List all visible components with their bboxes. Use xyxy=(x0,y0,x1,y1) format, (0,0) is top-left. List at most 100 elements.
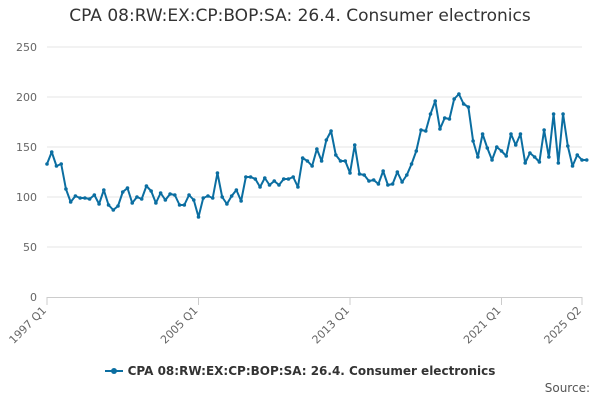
data-point xyxy=(551,112,556,116)
source-label: Source: xyxy=(544,381,590,395)
data-point xyxy=(324,138,329,142)
legend-swatch-icon xyxy=(104,366,123,376)
data-point xyxy=(338,159,343,163)
data-point xyxy=(433,99,438,103)
data-point xyxy=(371,178,376,182)
data-point xyxy=(494,145,499,149)
data-point xyxy=(476,155,480,159)
data-point xyxy=(419,128,423,132)
data-point xyxy=(125,186,130,190)
data-point xyxy=(376,182,381,186)
x-tick-label: 1997 Q1 xyxy=(7,304,50,347)
data-point xyxy=(504,154,509,158)
data-point xyxy=(135,195,139,199)
data-point xyxy=(480,132,485,136)
data-point xyxy=(315,147,319,151)
data-point xyxy=(64,187,68,191)
data-point xyxy=(234,188,239,192)
data-point xyxy=(139,197,144,201)
data-point xyxy=(457,92,461,96)
data-point xyxy=(187,193,191,197)
data-point xyxy=(258,185,262,189)
data-point xyxy=(400,180,404,184)
data-point xyxy=(580,158,584,162)
data-point xyxy=(158,191,163,195)
data-point xyxy=(343,159,348,163)
y-axis-ticks: 0 50 100 150 200 250 xyxy=(16,41,37,304)
data-point xyxy=(102,188,106,192)
data-point xyxy=(556,161,561,165)
data-point xyxy=(68,200,73,204)
data-point xyxy=(163,198,168,202)
data-point xyxy=(116,204,120,208)
data-point xyxy=(414,149,419,153)
legend[interactable]: CPA 08:RW:EX:CP:BOP:SA: 26.4. Consumer e… xyxy=(0,364,600,378)
legend-label: CPA 08:RW:EX:CP:BOP:SA: 26.4. Consumer e… xyxy=(127,364,496,378)
data-point xyxy=(225,202,229,206)
y-tick-label: 100 xyxy=(16,191,37,204)
data-point xyxy=(386,183,390,187)
data-point xyxy=(532,155,537,159)
data-point xyxy=(49,150,54,154)
data-point xyxy=(168,192,172,196)
data-point xyxy=(78,196,82,200)
data-point xyxy=(130,201,135,205)
data-point xyxy=(244,175,248,179)
data-point xyxy=(253,177,258,181)
data-point xyxy=(499,149,504,153)
data-point xyxy=(513,143,518,147)
data-point xyxy=(570,164,575,168)
x-tick-label: 2013 Q1 xyxy=(310,304,353,347)
x-axis-ticks: 1997 Q1 2005 Q1 2013 Q1 2021 Q1 2025 Q2 xyxy=(7,297,585,347)
data-point xyxy=(177,203,182,207)
data-point xyxy=(352,143,357,147)
data-point xyxy=(509,132,513,136)
data-point xyxy=(220,195,224,199)
data-point xyxy=(196,215,201,219)
data-point xyxy=(286,177,291,181)
data-point xyxy=(73,194,78,198)
data-point xyxy=(528,151,532,155)
data-point xyxy=(83,196,87,200)
series-group xyxy=(45,92,589,219)
data-point xyxy=(362,173,367,177)
data-point xyxy=(442,116,447,120)
data-point xyxy=(149,189,153,193)
data-point xyxy=(229,194,234,198)
data-point xyxy=(357,172,362,176)
data-point xyxy=(490,158,494,162)
data-point xyxy=(239,199,243,203)
x-tick-label: 2025 Q2 xyxy=(542,304,585,347)
data-point xyxy=(405,173,409,177)
y-tick-label: 0 xyxy=(30,291,37,304)
data-point xyxy=(182,203,187,207)
data-point xyxy=(542,128,546,132)
x-tick-label: 2021 Q1 xyxy=(461,304,504,347)
data-point xyxy=(310,164,314,168)
data-point xyxy=(428,112,433,116)
data-point xyxy=(277,183,281,187)
data-point xyxy=(537,160,542,164)
y-tick-label: 150 xyxy=(16,141,37,154)
data-point xyxy=(87,197,92,201)
data-point xyxy=(438,127,442,131)
gridlines xyxy=(47,46,582,248)
data-point xyxy=(461,102,466,106)
data-point xyxy=(452,97,456,101)
data-point xyxy=(291,175,295,179)
data-point xyxy=(281,177,286,181)
data-point xyxy=(111,208,116,212)
data-point xyxy=(248,175,253,179)
y-tick-label: 200 xyxy=(16,91,37,104)
data-point xyxy=(300,156,305,160)
data-point xyxy=(267,183,272,187)
data-point xyxy=(191,198,196,202)
data-point xyxy=(523,161,527,165)
data-point xyxy=(561,112,565,116)
data-point xyxy=(296,185,300,189)
data-point xyxy=(447,117,452,121)
data-point xyxy=(106,203,111,207)
data-point xyxy=(367,179,371,183)
data-point xyxy=(334,153,338,157)
